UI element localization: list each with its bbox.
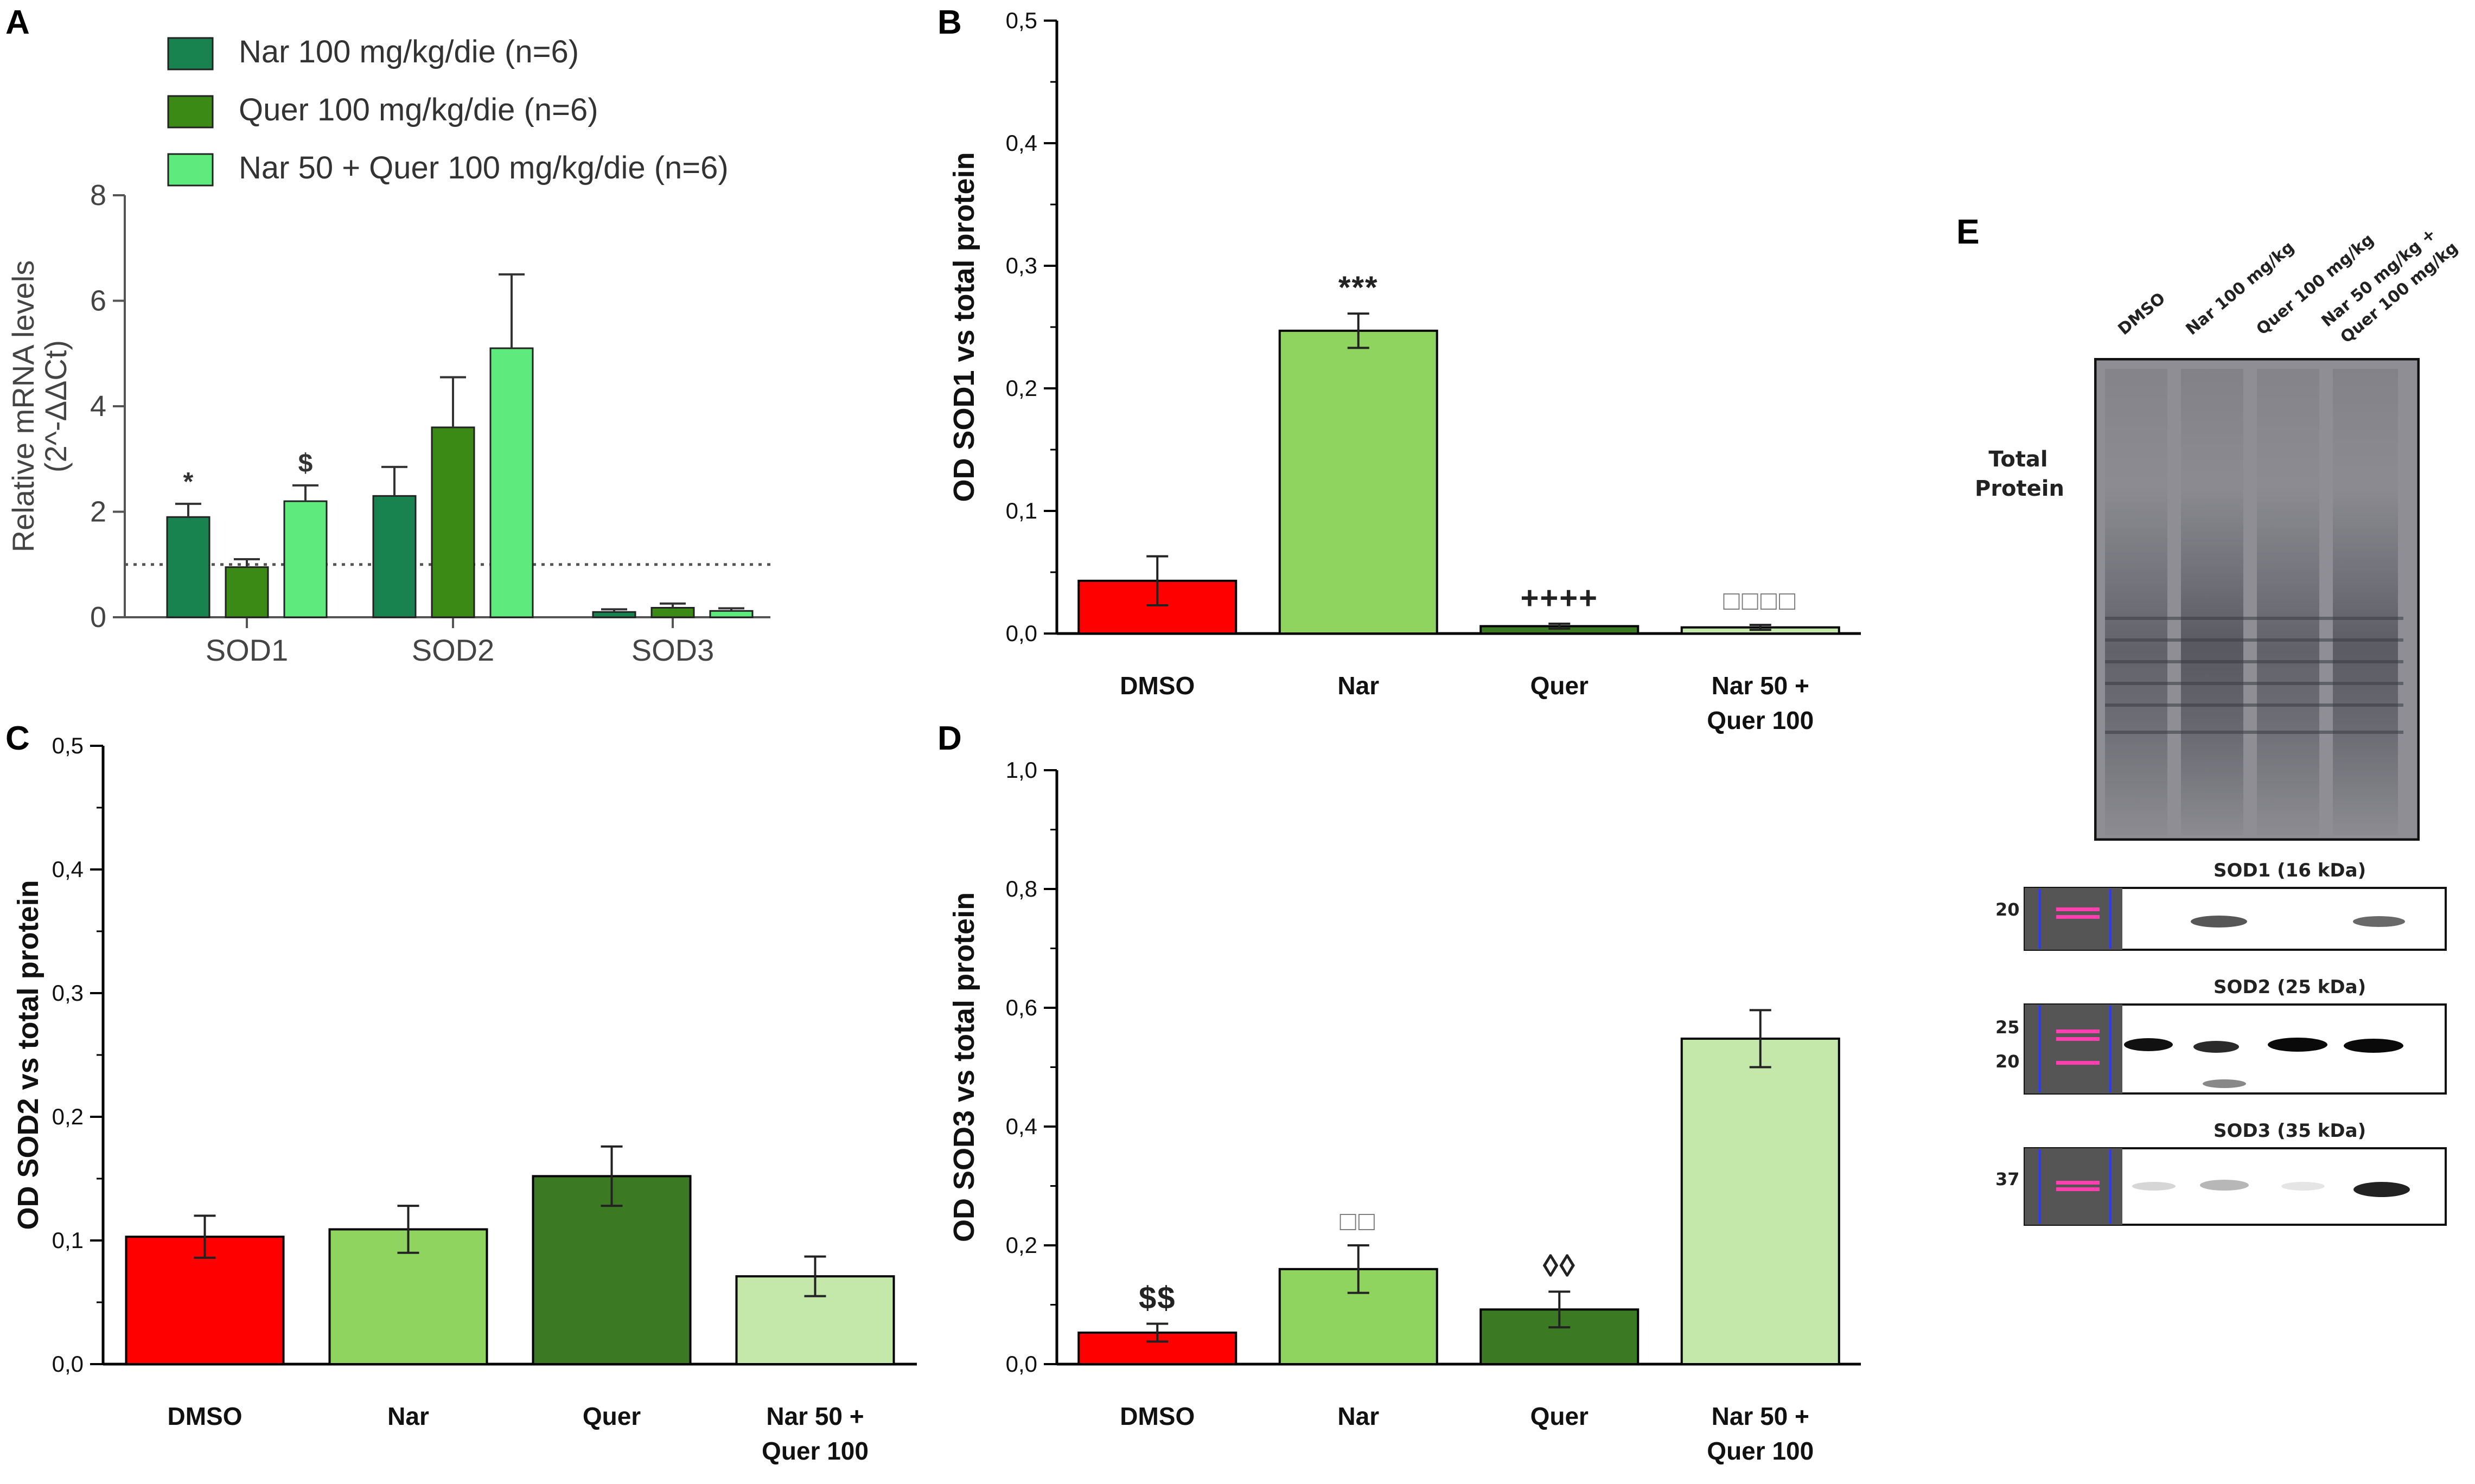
legend-label-0: Nar 100 mg/kg/die (n=6) — [239, 34, 579, 69]
y-tick-label: 0,4 — [1006, 1114, 1037, 1139]
y-axis-label: Relative mRNA levels — [6, 260, 40, 552]
sod2-blot — [2024, 1003, 2447, 1095]
sod2-marker-25: 25 — [1995, 1017, 2020, 1038]
y-tick-label: 8 — [90, 179, 106, 212]
category-label-nar-50-: Quer 100 — [762, 1437, 869, 1465]
chart-d: D 0,0 0,2 0,4 0,6 0,8 1,0 OD SOD3 vs total prot… — [937, 720, 1861, 1465]
y-tick-label: 0,0 — [1006, 1351, 1037, 1377]
bar-quer — [532, 1175, 692, 1365]
significance-mark: ◊◊ — [1543, 1248, 1576, 1283]
legend-swatch-1 — [167, 95, 214, 129]
chart-b: B 0,0 0,1 0,2 0,3 0,4 0,5 OD SOD1 vs total prot… — [937, 4, 1861, 734]
panel-letter-d: D — [937, 720, 962, 757]
bar-sod1-s0 — [166, 516, 210, 618]
legend-label-1: Quer 100 mg/kg/die (n=6) — [239, 92, 598, 127]
significance-mark: $ — [298, 449, 313, 478]
bar-nar — [1278, 329, 1438, 635]
y-tick-label: 0,1 — [52, 1227, 84, 1253]
y-axis-label: OD SOD3 vs total protein — [948, 892, 980, 1242]
y-axis-label-2: (2^-ΔΔCt) — [39, 340, 73, 472]
category-label-quer: Quer — [1530, 671, 1589, 700]
sod1-blot — [2024, 887, 2447, 951]
y-tick-label: 0,6 — [1006, 995, 1037, 1020]
legend-swatch-0 — [167, 37, 214, 71]
y-tick-label: 0,3 — [52, 980, 84, 1006]
sod2-blot-label: SOD2 (25 kDa) — [2214, 976, 2366, 998]
panel-letter-a: A — [5, 4, 30, 41]
panel-letter-e: E — [1956, 212, 1980, 251]
significance-mark: * — [183, 468, 194, 496]
category-label-dmso: DMSO — [168, 1402, 243, 1430]
chart-a: A Nar 100 mg/kg/die (n=6) Quer 100 mg/kg/d… — [5, 4, 770, 667]
category-label-nar-50-: Nar 50 + — [766, 1402, 864, 1430]
sod1-blot-label: SOD1 (16 kDa) — [2214, 860, 2366, 881]
category-label-nar-50-: Nar 50 + — [1712, 1402, 1809, 1430]
y-tick-label: 0,4 — [52, 856, 84, 882]
y-tick-label: 0,2 — [1006, 1232, 1037, 1258]
category-label-nar-50-: Quer 100 — [1707, 706, 1814, 734]
significance-mark: ++++ — [1521, 580, 1598, 616]
bar-sod2-s0 — [372, 495, 417, 618]
lane-label-dmso: DMSO — [2114, 289, 2170, 339]
y-tick-label: 1,0 — [1006, 757, 1037, 783]
y-tick-label: 0,4 — [1006, 130, 1037, 156]
y-tick-label: 0,5 — [52, 733, 84, 758]
y-tick-label: 0,8 — [1006, 876, 1037, 901]
category-label-nar-50-: Nar 50 + — [1712, 671, 1809, 700]
y-tick-label: 0,2 — [1006, 375, 1037, 401]
category-label-quer: Quer — [583, 1402, 641, 1430]
y-tick-label: 0,0 — [52, 1351, 84, 1377]
category-label-dmso: DMSO — [1120, 1402, 1195, 1430]
bar-sod3-s1 — [650, 606, 695, 618]
total-protein-label: Total Protein — [1975, 447, 2064, 501]
sod3-blot-label: SOD3 (35 kDa) — [2214, 1120, 2366, 1142]
y-tick-label: 4 — [90, 390, 106, 423]
bar-sod2-s1 — [431, 426, 475, 618]
y-tick-label: 0,0 — [1006, 621, 1037, 646]
y-tick-label: 0,2 — [52, 1104, 84, 1129]
significance-mark: $$ — [1139, 1281, 1176, 1316]
western-blot-panel: E DMSO Nar 100 mg/kg Quer 100 mg/kg Nar … — [1931, 184, 2474, 1269]
category-label-sod2: SOD2 — [412, 633, 495, 667]
y-tick-label: 6 — [90, 285, 106, 317]
bar-sod1-s1 — [225, 566, 269, 618]
bar-sod1-s2 — [283, 500, 328, 618]
sod1-marker: 20 — [1995, 899, 2020, 920]
significance-mark: □□ — [1340, 1206, 1377, 1236]
chart-c: C 0,0 0,1 0,2 0,3 0,4 0,5 OD SOD2 vs total prot… — [5, 720, 917, 1465]
category-label-nar: Nar — [1337, 671, 1379, 700]
sod3-blot — [2024, 1147, 2447, 1226]
legend-swatch-2 — [167, 153, 214, 187]
y-tick-label: 0 — [90, 601, 106, 634]
panel-letter-b: B — [937, 4, 962, 41]
significance-mark: □□□□ — [1723, 585, 1797, 616]
bar-sod3-s2 — [709, 610, 754, 618]
category-label-nar: Nar — [1337, 1402, 1379, 1430]
category-label-nar: Nar — [387, 1402, 429, 1430]
bar-nar-50- — [1680, 1037, 1840, 1365]
category-label-dmso: DMSO — [1120, 671, 1195, 700]
bar-sod3-s0 — [592, 611, 636, 618]
legend-label-2: Nar 50 + Quer 100 mg/kg/die (n=6) — [239, 150, 729, 186]
y-tick-label: 0,5 — [1006, 8, 1037, 33]
category-label-sod3: SOD3 — [631, 633, 715, 667]
sod3-marker: 37 — [1995, 1169, 2020, 1189]
category-label-sod1: SOD1 — [206, 633, 289, 667]
total-protein-gel — [2094, 358, 2420, 841]
y-tick-label: 0,3 — [1006, 253, 1037, 278]
y-axis-label: OD SOD1 vs total protein — [948, 152, 980, 502]
sod2-marker-20: 20 — [1995, 1051, 2020, 1072]
y-axis-label: OD SOD2 vs total protein — [12, 880, 44, 1230]
significance-mark: *** — [1338, 270, 1379, 305]
category-label-nar-50-: Quer 100 — [1707, 1437, 1814, 1465]
category-label-quer: Quer — [1530, 1402, 1589, 1430]
y-tick-label: 2 — [90, 496, 106, 528]
bar-sod2-s2 — [489, 347, 534, 618]
panel-letter-c: C — [5, 720, 30, 757]
y-tick-label: 0,1 — [1006, 498, 1037, 523]
